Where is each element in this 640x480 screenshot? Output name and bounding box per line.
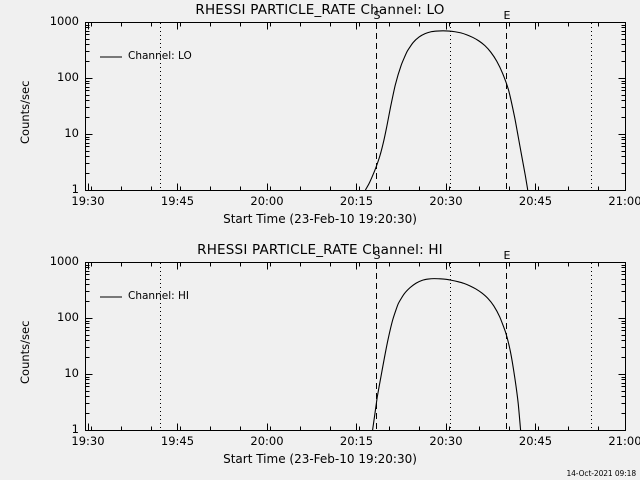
y-tick-label: 1 bbox=[71, 182, 79, 196]
legend-label-lo: Channel: LO bbox=[128, 50, 192, 62]
plot-canvas-hi bbox=[85, 262, 626, 431]
x-tick-label: 20:15 bbox=[339, 194, 374, 208]
marker-label-s: S bbox=[373, 9, 381, 22]
x-tick-label: 20:15 bbox=[339, 434, 374, 448]
axes-frame bbox=[85, 22, 626, 191]
y-tick-label: 100 bbox=[57, 310, 79, 324]
y-axis-label-lo: Counts/sec bbox=[18, 80, 32, 144]
plot-canvas-lo bbox=[85, 22, 626, 191]
legend-label-hi: Channel: HI bbox=[128, 290, 189, 302]
x-tick-label: 20:30 bbox=[429, 434, 463, 448]
x-tick-label: 20:45 bbox=[518, 194, 553, 208]
x-tick-label: 21:00 bbox=[608, 434, 640, 448]
x-tick-label: 19:30 bbox=[71, 194, 105, 208]
x-axis-label-hi: Start Time (23-Feb-10 19:20:30) bbox=[223, 452, 417, 466]
x-tick-label: 19:45 bbox=[160, 194, 195, 208]
x-tick-label: 20:30 bbox=[429, 194, 463, 208]
y-tick-label: 1000 bbox=[49, 254, 79, 268]
y-tick-label: 100 bbox=[57, 70, 79, 84]
panel-title-hi: RHESSI PARTICLE_RATE Channel: HI bbox=[197, 242, 443, 258]
x-tick-label: 20:00 bbox=[250, 194, 284, 208]
panel-title-lo: RHESSI PARTICLE_RATE Channel: LO bbox=[195, 2, 445, 18]
x-tick-label: 20:00 bbox=[250, 434, 284, 448]
y-tick-label: 10 bbox=[64, 366, 79, 380]
x-tick-label: 21:00 bbox=[608, 194, 640, 208]
plot-panel-hi: RHESSI PARTICLE_RATE Channel: HI Counts/… bbox=[0, 240, 640, 480]
y-tick-label: 1000 bbox=[49, 14, 79, 28]
axes-frame bbox=[85, 262, 626, 431]
render-timestamp: 14-Oct-2021 09:18 bbox=[566, 469, 636, 478]
marker-label-e: E bbox=[503, 249, 511, 262]
y-tick-label: 10 bbox=[64, 126, 79, 140]
data-curve-hi bbox=[372, 278, 522, 430]
x-axis-label-lo: Start Time (23-Feb-10 19:20:30) bbox=[223, 212, 417, 226]
marker-label-s: S bbox=[373, 249, 381, 262]
x-tick-label: 20:45 bbox=[518, 434, 553, 448]
y-axis-label-hi: Counts/sec bbox=[18, 320, 32, 384]
x-tick-label: 19:45 bbox=[160, 434, 195, 448]
data-curve-lo bbox=[364, 30, 529, 190]
y-tick-label: 1 bbox=[71, 422, 79, 436]
marker-label-e: E bbox=[503, 9, 511, 22]
plot-panel-lo: RHESSI PARTICLE_RATE Channel: LO Counts/… bbox=[18, 2, 640, 226]
x-tick-label: 19:30 bbox=[71, 434, 105, 448]
